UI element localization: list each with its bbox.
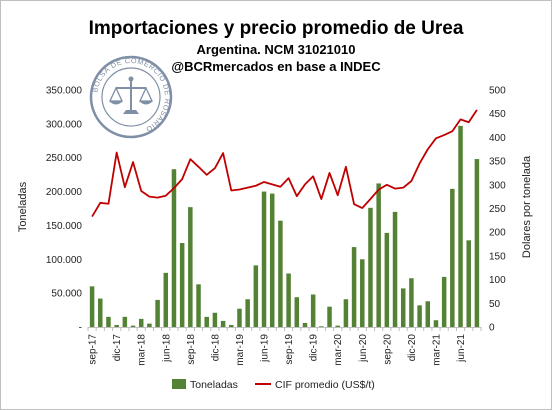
bar: [179, 243, 185, 327]
bar: [474, 159, 480, 327]
y-right-tick-label: 450: [489, 109, 506, 120]
x-tick-label: sep-20: [382, 334, 393, 365]
bar: [89, 286, 95, 327]
bar: [196, 284, 201, 327]
y-right-tick-label: 350: [489, 157, 506, 168]
bar: [409, 278, 414, 327]
y-left-tick-label: 350.000: [46, 86, 83, 97]
bar: [138, 318, 144, 327]
y-right-tick-label: 500: [489, 86, 506, 97]
chart-subtitle-1: Argentina. NCM 31021010: [197, 42, 356, 57]
bar: [212, 312, 218, 327]
x-tick-label: mar-18: [137, 334, 148, 366]
x-tick-label: mar-21: [431, 334, 442, 366]
bar: [220, 320, 226, 327]
line-series-cif: [91, 109, 478, 218]
bar: [376, 183, 381, 327]
legend-swatch-toneladas: [172, 379, 186, 389]
bar: [106, 316, 111, 327]
x-tick-label: jun-21: [456, 334, 467, 363]
bar: [441, 276, 447, 327]
bar: [450, 188, 455, 327]
x-tick-label: sep-17: [88, 334, 99, 365]
bar: [155, 299, 160, 327]
legend: Toneladas CIF promedio (US$/t): [172, 379, 375, 391]
bar: [310, 294, 316, 327]
bar: [400, 288, 406, 327]
y-right-tick-label: 300: [489, 180, 506, 191]
chart-axes: - 50.000 100.000 150.000 200.000 250.000 300.0…: [46, 86, 506, 366]
bar: [327, 306, 332, 327]
bar: [466, 240, 471, 327]
y-left-tick-label: 100.000: [46, 255, 83, 266]
x-tick-label: jun-18: [161, 334, 172, 363]
x-tick-label: sep-18: [186, 334, 197, 365]
y-right-tick-label: 400: [489, 133, 506, 144]
bar: [245, 299, 250, 327]
x-tick-label: mar-20: [333, 334, 344, 366]
chart-subtitle-2: @BCRmercados en base a INDEC: [171, 59, 381, 74]
y-axis-left-label: Toneladas: [17, 181, 29, 232]
bar: [269, 193, 275, 327]
y-right-tick-label: 250: [489, 204, 506, 215]
bar: [302, 322, 308, 327]
y-right-tick-label: 0: [489, 323, 495, 334]
y-left-tick-label: 150.000: [46, 221, 83, 232]
bar: [433, 320, 439, 327]
x-tick-label: dic-20: [407, 334, 418, 362]
bar: [114, 324, 119, 327]
bar: [130, 325, 136, 327]
y-left-tick-label: -: [79, 323, 82, 334]
x-tick-label: dic-17: [112, 334, 123, 362]
y-right-tick-label: 200: [489, 228, 506, 239]
x-tick-label: jun-19: [260, 334, 271, 363]
bar: [343, 299, 349, 327]
bar: [384, 232, 390, 327]
y-left-tick-label: 300.000: [46, 119, 83, 130]
bar: [335, 325, 340, 327]
bar: [171, 169, 177, 327]
bcr-logo-seal: BOLSA DE COMERCIO DE ROSARIO: [89, 55, 173, 139]
bar: [392, 211, 398, 327]
bar-series-toneladas: [89, 125, 480, 327]
bar: [204, 316, 209, 327]
bar: [368, 207, 373, 327]
chart-title: Importaciones y precio promedio de Urea: [89, 18, 464, 39]
bar: [237, 308, 242, 327]
bar: [122, 316, 128, 327]
bar: [294, 297, 300, 327]
x-tick-label: sep-19: [284, 334, 295, 365]
bar: [278, 220, 283, 327]
bar: [351, 247, 357, 327]
bar: [425, 301, 431, 327]
legend-label-cif: CIF promedio (US$/t): [275, 379, 375, 391]
bar: [458, 125, 463, 327]
bar: [261, 191, 267, 327]
y-right-tick-label: 150: [489, 251, 506, 262]
bar: [163, 272, 169, 327]
bar: [417, 305, 422, 327]
bar: [253, 265, 259, 327]
y-left-tick-label: 50.000: [51, 289, 82, 300]
legend-label-toneladas: Toneladas: [190, 379, 238, 391]
y-left-tick-label: 200.000: [46, 187, 83, 198]
bar: [286, 273, 291, 327]
x-tick-label: dic-19: [309, 334, 320, 362]
bar: [360, 259, 365, 327]
bar: [319, 326, 324, 327]
y-left-tick-label: 250.000: [46, 153, 83, 164]
bar: [147, 323, 152, 327]
x-tick-label: jun-20: [358, 334, 369, 363]
y-axis-right-label: Dolares por tonelada: [521, 155, 533, 258]
x-tick-label: mar-19: [235, 334, 246, 366]
bar: [98, 298, 103, 327]
y-right-tick-label: 100: [489, 275, 506, 286]
cif-line: [91, 109, 478, 218]
bar: [188, 207, 193, 327]
y-right-tick-label: 50: [489, 299, 501, 310]
x-tick-label: dic-18: [210, 334, 221, 362]
bar: [229, 324, 234, 327]
